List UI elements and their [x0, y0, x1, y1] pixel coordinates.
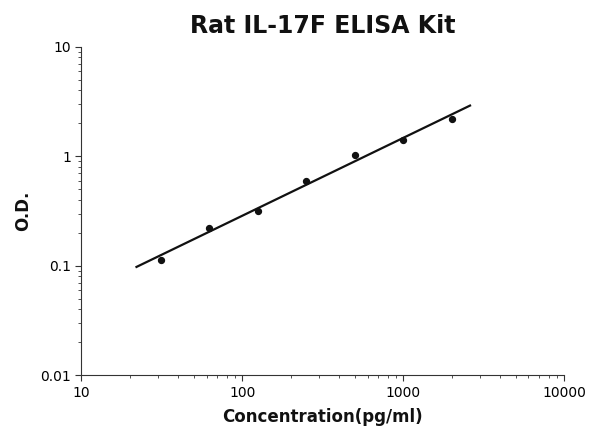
- X-axis label: Concentration(pg/ml): Concentration(pg/ml): [223, 408, 423, 426]
- Y-axis label: O.D.: O.D.: [14, 191, 32, 231]
- Point: [350, 152, 359, 159]
- Point: [398, 136, 408, 143]
- Title: Rat IL-17F ELISA Kit: Rat IL-17F ELISA Kit: [190, 14, 455, 38]
- Point: [302, 177, 311, 184]
- Point: [253, 207, 263, 214]
- Point: [447, 115, 457, 122]
- Point: [156, 257, 166, 264]
- Point: [205, 225, 214, 232]
